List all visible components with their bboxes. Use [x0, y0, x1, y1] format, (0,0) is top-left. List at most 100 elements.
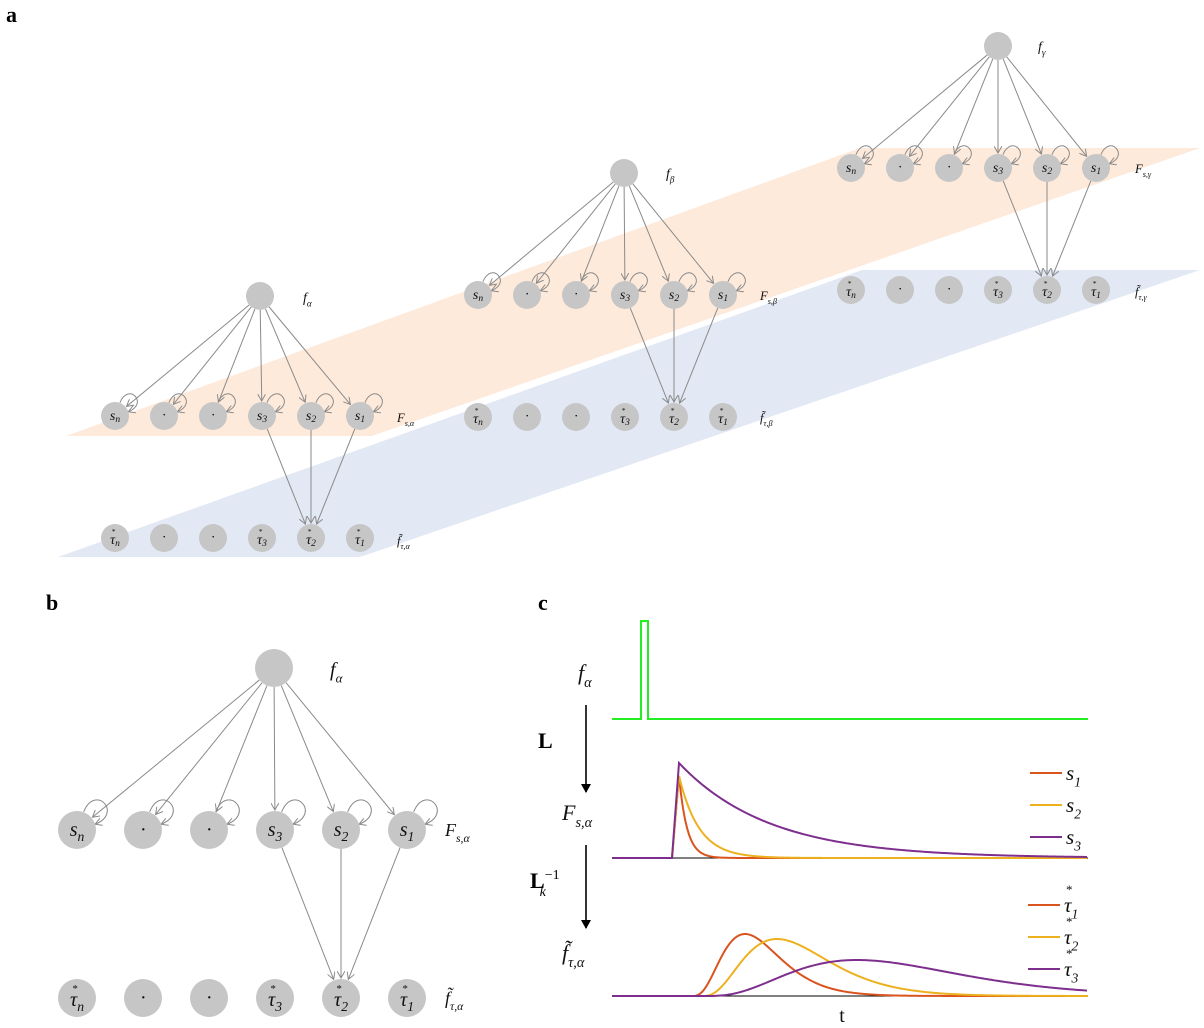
tau-node [513, 403, 541, 431]
self-loop [678, 272, 697, 291]
self-loop [580, 272, 599, 291]
self-loop [531, 272, 550, 291]
s-node-label: s2 [1042, 161, 1052, 178]
s-node [562, 281, 590, 309]
tau-node-label: · [141, 987, 146, 1009]
s-node-label: s3 [993, 161, 1003, 178]
tau-node-label: τ1 [355, 533, 365, 550]
tau-node-label: τn [70, 989, 84, 1014]
s-node [322, 811, 360, 849]
tau-node [1082, 276, 1110, 304]
s-node [199, 402, 227, 430]
tau-node-label: · [162, 531, 166, 546]
s-node-label: · [947, 161, 951, 176]
tau-node-label: · [947, 283, 951, 298]
self-loop [149, 799, 174, 824]
s-node-label: sn [110, 409, 120, 426]
tau-node [709, 403, 737, 431]
tau-node [58, 979, 96, 1017]
layer-label-tau: f̃τ,α [445, 987, 464, 1013]
edge-s-to-tau [281, 847, 334, 980]
edge-top-to-s [863, 54, 988, 158]
layer-label-tau: f̃τ,γ [1135, 284, 1147, 302]
s-node-label: sn [70, 819, 85, 844]
legend-label: τ1 [1064, 893, 1078, 922]
tau-node-label: τ1 [1091, 285, 1101, 302]
network-graphs: fαsnτn*····s3τ3*s2τ2*s1τ1*Fs,αf̃τ,αfβsnτ… [58, 32, 1152, 1017]
edge-s-to-tau [680, 307, 719, 403]
s-node [886, 154, 914, 182]
self-loop [855, 145, 874, 164]
self-loop [217, 393, 236, 412]
s-node [124, 811, 162, 849]
s-node [935, 154, 963, 182]
edge-top-to-s [1006, 56, 1087, 156]
self-loop [904, 145, 923, 164]
self-loop [364, 393, 383, 412]
s-node [101, 402, 129, 430]
s-node [611, 281, 639, 309]
tau-node [248, 524, 276, 552]
s-node-label: s2 [306, 409, 316, 426]
self-loop [266, 393, 285, 412]
edge-s-to-tau [317, 428, 356, 524]
s-node [837, 154, 865, 182]
s-node [256, 811, 294, 849]
panel-letter-b: b [46, 590, 58, 615]
layer-label-s: Fs,γ [1134, 162, 1152, 179]
s-node-label: s1 [355, 409, 365, 426]
self-loop [1002, 145, 1021, 164]
tau-node [935, 276, 963, 304]
s-node-label: · [211, 409, 215, 424]
s-node [1082, 154, 1110, 182]
row3-label: f̃τ,α [562, 940, 585, 971]
tau-node-label-star: * [307, 527, 311, 536]
tau-node [322, 979, 360, 1017]
edge-top-to-s [216, 685, 268, 812]
s-node-label: s1 [718, 288, 728, 305]
edge-top-to-s [218, 308, 256, 402]
s-node [150, 402, 178, 430]
operator-L: L [538, 728, 553, 753]
edge-top-to-s [92, 679, 260, 817]
tau-node-label: τ1 [400, 989, 414, 1014]
series-tau2 [612, 938, 1089, 997]
tau-node-label-star: * [270, 983, 276, 995]
s-node-label: s2 [334, 819, 349, 844]
edge-top-to-s [955, 58, 994, 154]
top-node-label: fγ [1038, 40, 1046, 57]
legend-star: * [1066, 882, 1073, 897]
s-node [58, 811, 96, 849]
tau-node-label: · [207, 987, 212, 1009]
tau-node-label: τn [110, 533, 120, 550]
s-node [984, 154, 1012, 182]
top-node-label: fα [330, 659, 344, 685]
legend-label: τ3 [1064, 957, 1079, 986]
tau-node-label-star: * [336, 983, 342, 995]
s-node [1033, 154, 1061, 182]
top-node-label: fβ [666, 167, 675, 184]
s-node [513, 281, 541, 309]
tau-node [150, 524, 178, 552]
top-node [246, 282, 274, 310]
s-node [248, 402, 276, 430]
tau-node-label-star: * [72, 983, 78, 995]
tau-node-label: τ2 [306, 533, 316, 550]
edge-s-to-tau [1053, 180, 1092, 276]
layer-label-s: Fs,β [759, 289, 778, 306]
self-loop [315, 393, 334, 412]
tau-node-label: τ2 [1042, 285, 1052, 302]
tau-node-label: · [211, 531, 215, 546]
edge-top-to-s [909, 56, 990, 156]
tau-node-label-star: * [1043, 279, 1047, 288]
self-loop [347, 799, 372, 824]
edge-top-to-s [490, 181, 614, 285]
layer-label-tau: f̃τ,α [397, 533, 410, 551]
self-loop [215, 799, 240, 824]
tau-node-label-star: * [719, 406, 723, 415]
tau-node [297, 524, 325, 552]
top-node [255, 649, 293, 687]
